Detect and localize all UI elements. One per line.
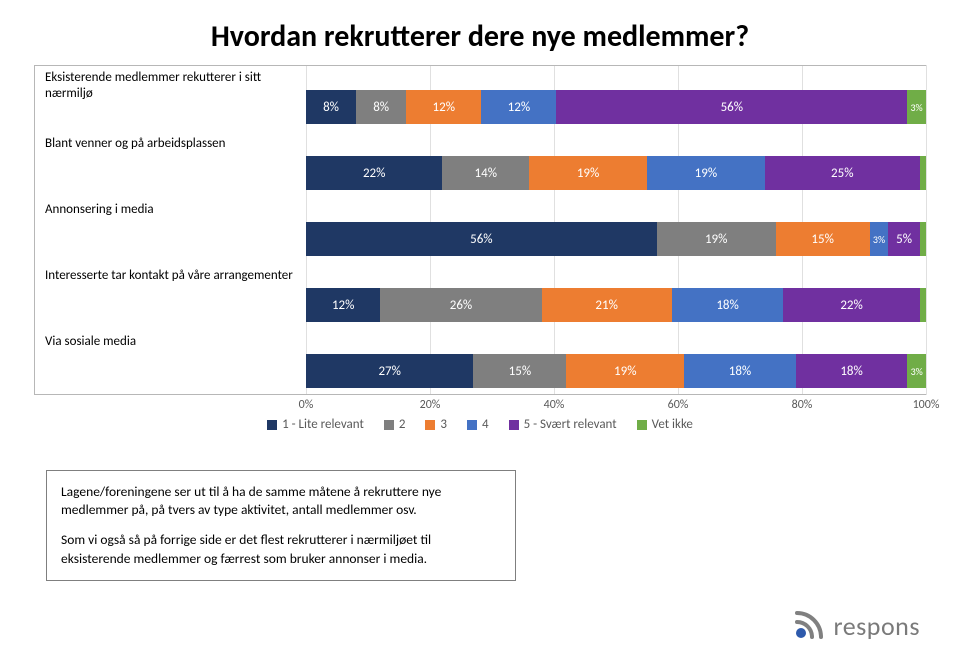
bar-segment: 3% xyxy=(870,222,889,256)
bar-segment: 19% xyxy=(647,156,765,190)
bar-chart: 0%20%40%60%80%100% Eksisterende medlemme… xyxy=(34,65,926,445)
bar-segment: 8% xyxy=(356,90,406,124)
bar-segment: 26% xyxy=(380,288,541,322)
bar-row: Via sosiale media27%15%19%18%18%3% xyxy=(35,330,926,396)
category-label: Interesserte tar kontakt på våre arrange… xyxy=(45,268,304,284)
page-title: Hvordan rekrutterer dere nye medlemmer? xyxy=(34,18,926,55)
bar-segment xyxy=(920,156,926,190)
bar-segment: 12% xyxy=(306,288,380,322)
axis-tick-label: 0% xyxy=(299,398,314,412)
bar-segment: 18% xyxy=(672,288,784,322)
bar-segment: 5% xyxy=(888,222,919,256)
page: Hvordan rekrutterer dere nye medlemmer? … xyxy=(0,0,960,669)
legend-swatch-icon xyxy=(637,420,647,430)
callout-paragraph: Lagene/foreningene ser ut til å ha de sa… xyxy=(61,483,501,519)
bar-row: Annonsering i media56%19%15%3%5% xyxy=(35,198,926,264)
legend-label: 2 xyxy=(399,417,406,432)
legend-label: 5 - Svært relevant xyxy=(524,417,617,432)
stacked-bar: 56%19%15%3%5% xyxy=(306,222,926,256)
legend-item: 1 - Lite relevant xyxy=(267,417,364,432)
category-label: Blant venner og på arbeidsplassen xyxy=(45,136,304,152)
info-callout: Lagene/foreningene ser ut til å ha de sa… xyxy=(46,470,516,581)
legend-swatch-icon xyxy=(384,420,394,430)
legend-swatch-icon xyxy=(267,420,277,430)
legend-item: 3 xyxy=(425,417,447,432)
bar-segment: 21% xyxy=(542,288,672,322)
stacked-bar: 22%14%19%19%25% xyxy=(306,156,926,190)
bar-segment: 19% xyxy=(657,222,776,256)
bar-segment: 12% xyxy=(481,90,556,124)
bar-segment xyxy=(920,222,926,256)
logo-text: respons xyxy=(833,610,920,642)
bar-row: Eksisterende medlemmer rekutterer i sitt… xyxy=(35,66,926,132)
axis-tick-label: 60% xyxy=(668,398,689,412)
bar-segment: 22% xyxy=(306,156,442,190)
legend-label: 3 xyxy=(440,417,447,432)
bar-segment: 19% xyxy=(566,354,684,388)
category-label: Annonsering i media xyxy=(45,202,304,218)
axis-tick-label: 40% xyxy=(544,398,565,412)
bar-segment: 56% xyxy=(556,90,907,124)
stacked-bar: 27%15%19%18%18%3% xyxy=(306,354,926,388)
legend-swatch-icon xyxy=(467,420,477,430)
logo-mark-icon xyxy=(791,609,825,643)
stacked-bar: 8%8%12%12%56%3% xyxy=(306,90,926,124)
bar-segment: 27% xyxy=(306,354,473,388)
bar-segment: 3% xyxy=(907,354,926,388)
gridline xyxy=(926,65,927,395)
bar-segment: 15% xyxy=(473,354,566,388)
bar-segment: 22% xyxy=(783,288,919,322)
chart-x-axis: 0%20%40%60%80%100% xyxy=(306,395,926,415)
legend-item: Vet ikke xyxy=(637,417,693,432)
bar-segment: 15% xyxy=(776,222,870,256)
bar-segment xyxy=(920,288,926,322)
bar-segment: 19% xyxy=(529,156,647,190)
legend-item: 2 xyxy=(384,417,406,432)
bar-segment: 3% xyxy=(907,90,926,124)
axis-tick-label: 80% xyxy=(792,398,813,412)
legend-item: 4 xyxy=(467,417,489,432)
brand-logo: respons xyxy=(791,609,920,643)
chart-legend: 1 - Lite relevant 2 3 4 5 - Svært relevant Ve… xyxy=(34,417,926,432)
bar-segment: 18% xyxy=(796,354,908,388)
legend-label: 1 - Lite relevant xyxy=(282,417,364,432)
bar-segment: 14% xyxy=(442,156,529,190)
legend-swatch-icon xyxy=(425,420,435,430)
bar-segment: 18% xyxy=(684,354,796,388)
legend-swatch-icon xyxy=(509,420,519,430)
legend-label: 4 xyxy=(482,417,489,432)
bar-segment: 8% xyxy=(306,90,356,124)
legend-label: Vet ikke xyxy=(652,417,693,432)
stacked-bar: 12%26%21%18%22% xyxy=(306,288,926,322)
bar-row: Interesserte tar kontakt på våre arrange… xyxy=(35,264,926,330)
chart-plot: Eksisterende medlemmer rekutterer i sitt… xyxy=(34,65,926,395)
category-label: Eksisterende medlemmer rekutterer i sitt… xyxy=(45,70,304,101)
bar-row: Blant venner og på arbeidsplassen22%14%1… xyxy=(35,132,926,198)
bar-segment: 25% xyxy=(765,156,920,190)
legend-item: 5 - Svært relevant xyxy=(509,417,617,432)
axis-tick-label: 20% xyxy=(420,398,441,412)
bar-segment: 12% xyxy=(406,90,481,124)
axis-tick-label: 100% xyxy=(913,398,940,412)
callout-paragraph: Som vi også så på forrige side er det fl… xyxy=(61,531,501,567)
bar-segment: 56% xyxy=(306,222,657,256)
category-label: Via sosiale media xyxy=(45,334,304,350)
